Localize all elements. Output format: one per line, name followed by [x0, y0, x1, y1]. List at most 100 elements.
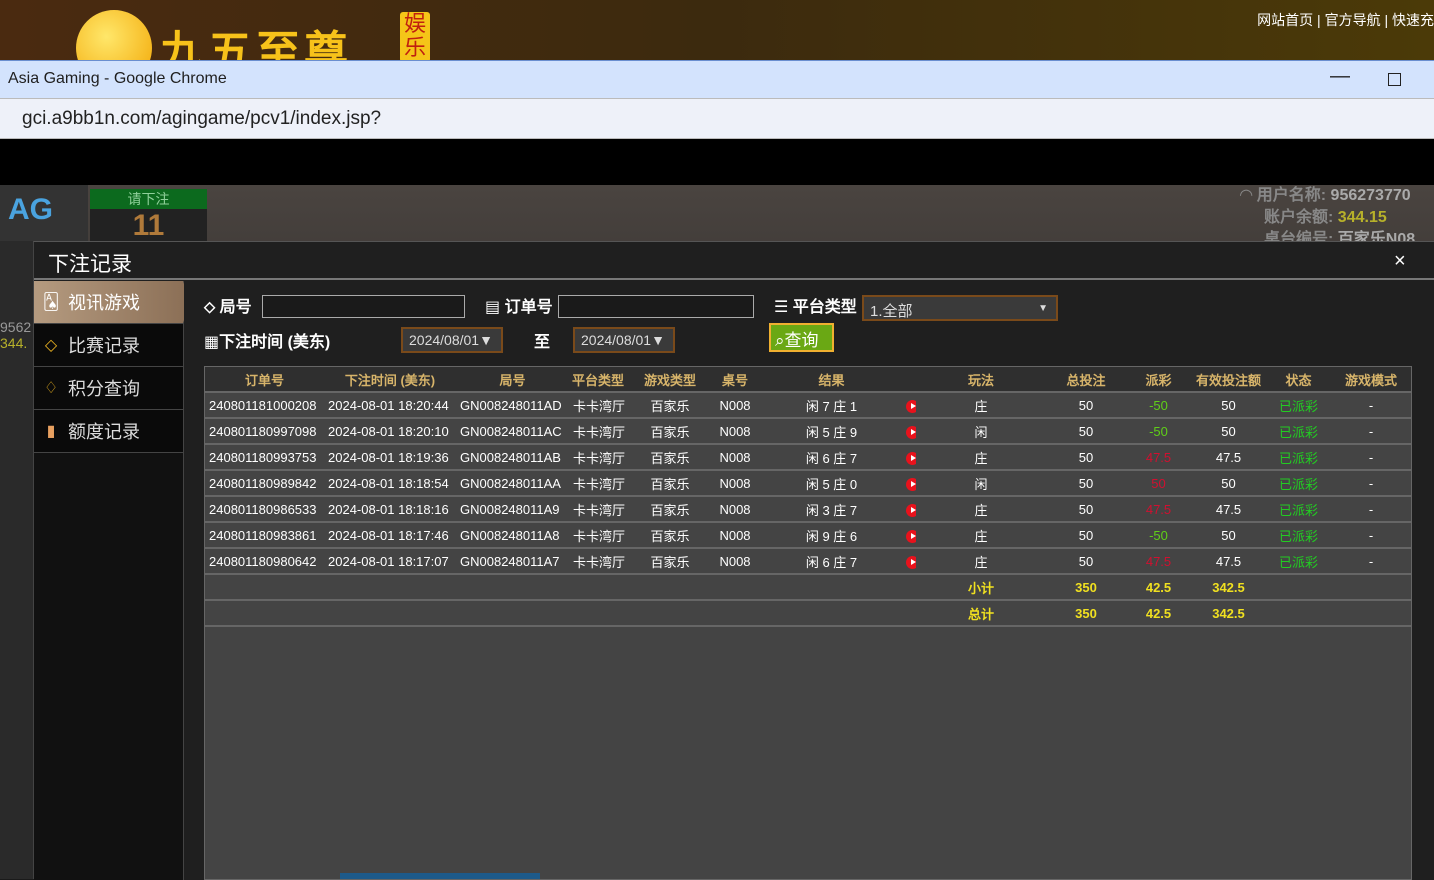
minimize-button[interactable]: —: [1330, 65, 1350, 87]
play-icon: [906, 503, 916, 517]
sidebar-item-1[interactable]: ◇ 比赛记录: [34, 324, 183, 367]
table-header-row: 订单号 下注时间 (美东) 局号 平台类型 游戏类型 桌号 结果 玩法 总投注 派彩 有效投注额 状态…: [205, 367, 1411, 393]
cell: 47.5: [1126, 496, 1191, 523]
cell: 50: [1191, 392, 1266, 419]
cell: 闲 6 庄 7: [757, 548, 906, 575]
round-input[interactable]: [262, 295, 465, 318]
cell: N008: [713, 418, 757, 445]
subtotal-row: 小计 350 42.5 342.5: [205, 574, 1411, 601]
cell: N008: [713, 392, 757, 419]
modal-title: 下注记录: [48, 253, 132, 276]
replay-button[interactable]: [906, 418, 916, 445]
cell: -50: [1126, 392, 1191, 419]
cell: -50: [1126, 418, 1191, 445]
cell: 47.5: [1191, 496, 1266, 523]
cell: 已派彩: [1266, 392, 1331, 419]
cell: 50: [1046, 548, 1126, 575]
cell: N008: [713, 444, 757, 471]
cell: 2024-08-01 18:18:16: [324, 496, 456, 523]
order-input[interactable]: [558, 295, 754, 318]
replay-button[interactable]: [906, 444, 916, 471]
date-to-select[interactable]: 2024/08/01▼: [573, 327, 675, 353]
cell: 240801180989842: [205, 470, 324, 497]
bet-table: 订单号 下注时间 (美东) 局号 平台类型 游戏类型 桌号 结果 玩法 总投注 派彩 有效投注额 状态…: [204, 366, 1412, 880]
cell: 闲 9 庄 6: [757, 522, 906, 549]
cell: -: [1331, 522, 1411, 549]
maximize-button[interactable]: [1388, 73, 1401, 86]
replay-button[interactable]: [906, 470, 916, 497]
cell: -: [1331, 496, 1411, 523]
play-icon: [906, 399, 916, 413]
cell: 47.5: [1126, 548, 1191, 575]
query-button[interactable]: ⌕查询: [769, 323, 834, 352]
cell: 已派彩: [1266, 418, 1331, 445]
cell: 240801180980642: [205, 548, 324, 575]
column-header: 结果: [757, 367, 906, 393]
sidebar-item-3[interactable]: ▮ 额度记录: [34, 410, 183, 453]
clipboard-icon: ▤: [485, 299, 501, 316]
cell: 卡卡湾厅: [569, 444, 627, 471]
cell: 百家乐: [627, 444, 713, 471]
diamond-icon: ♢: [43, 380, 59, 397]
cell: 庄: [916, 496, 1046, 523]
column-header: [906, 367, 916, 393]
cell: 闲: [916, 470, 1046, 497]
cell: 50: [1046, 496, 1126, 523]
column-header: 下注时间 (美东): [324, 367, 456, 393]
cell: GN008248011AC: [456, 418, 569, 445]
table-row: 240801180980642 2024-08-01 18:17:07 GN0082…: [205, 548, 1411, 575]
cell: 2024-08-01 18:17:46: [324, 522, 456, 549]
replay-button[interactable]: [906, 392, 916, 419]
date-from-select[interactable]: 2024/08/01▼: [401, 327, 503, 353]
column-header: 派彩: [1126, 367, 1191, 393]
cell: 2024-08-01 18:19:36: [324, 444, 456, 471]
column-header: 玩法: [916, 367, 1046, 393]
bet-prompt: 请下注: [90, 189, 207, 209]
column-header: 状态: [1266, 367, 1331, 393]
chevron-down-icon: ▼: [1038, 303, 1048, 314]
cell: 百家乐: [627, 522, 713, 549]
cell: 卡卡湾厅: [569, 418, 627, 445]
bet-record-modal: 下注记录 × 🂡 视讯游戏 ◇ 比赛记录 ♢ 积分查询 ▮ 额度记录 ⬦ 局号 ▤ 订单号 ☰…: [33, 241, 1434, 880]
cell: 240801180993753: [205, 444, 324, 471]
site-logo-badge: 娱乐: [400, 12, 430, 60]
platform-select[interactable]: 1.全部 ▼: [862, 295, 1058, 321]
close-icon[interactable]: ×: [1394, 250, 1406, 272]
site-logo-icon: [76, 10, 152, 60]
cell: 47.5: [1126, 444, 1191, 471]
round-label: ⬦ 局号: [204, 299, 252, 316]
url-text[interactable]: gci.a9bb1n.com/agingame/pcv1/index.jsp?: [22, 108, 382, 129]
address-bar[interactable]: gci.a9bb1n.com/agingame/pcv1/index.jsp?: [0, 98, 1434, 139]
play-icon: [906, 425, 916, 439]
cell: 闲 5 庄 0: [757, 470, 906, 497]
cell: 百家乐: [627, 418, 713, 445]
column-header: 平台类型: [569, 367, 627, 393]
site-top-nav[interactable]: 网站首页 | 官方导航 | 快速充: [1257, 12, 1434, 28]
table-row: 240801180983861 2024-08-01 18:17:46 GN0082…: [205, 522, 1411, 549]
replay-button[interactable]: [906, 522, 916, 549]
cell: 百家乐: [627, 548, 713, 575]
taskbar-strip: [340, 873, 540, 879]
sidebar-item-2[interactable]: ♢ 积分查询: [34, 367, 183, 410]
wifi-icon: ◠: [1240, 187, 1257, 204]
cell: 47.5: [1191, 548, 1266, 575]
play-icon: [906, 477, 916, 491]
cell: 闲 5 庄 9: [757, 418, 906, 445]
replay-button[interactable]: [906, 496, 916, 523]
table-row: 240801180986533 2024-08-01 18:18:16 GN0082…: [205, 496, 1411, 523]
modal-header: 下注记录 ×: [34, 242, 1434, 280]
order-label: ▤ 订单号: [485, 299, 553, 316]
cell: 已派彩: [1266, 470, 1331, 497]
cell: -: [1331, 444, 1411, 471]
replay-button[interactable]: [906, 548, 916, 575]
platform-label: ☰ 平台类型: [774, 299, 857, 316]
cell: 50: [1046, 470, 1126, 497]
cell: 50: [1126, 470, 1191, 497]
cell: -: [1331, 470, 1411, 497]
cell: -50: [1126, 522, 1191, 549]
sidebar-item-0[interactable]: 🂡 视讯游戏: [34, 281, 190, 324]
cell: 2024-08-01 18:20:10: [324, 418, 456, 445]
cell: GN008248011AB: [456, 444, 569, 471]
cell: 庄: [916, 522, 1046, 549]
cell: GN008248011AA: [456, 470, 569, 497]
